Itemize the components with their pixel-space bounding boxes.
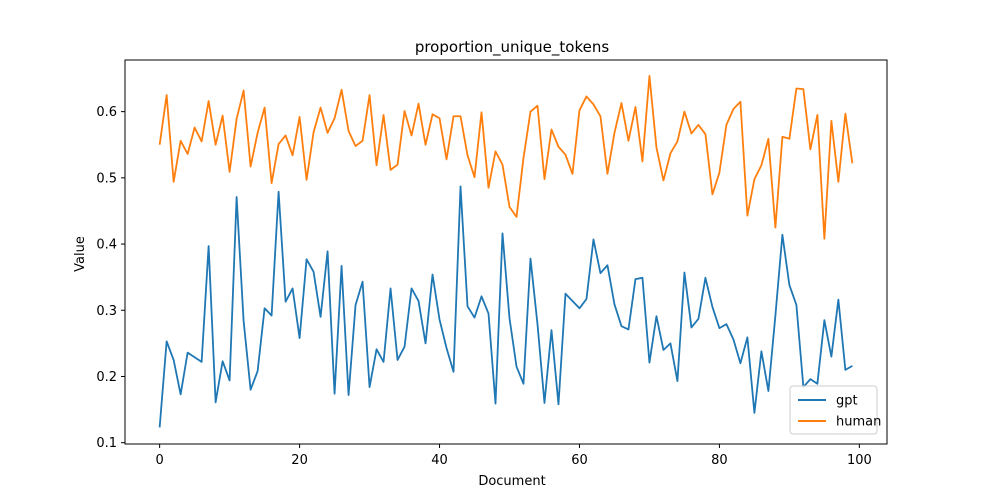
y-tick-label: 0.1 — [96, 436, 117, 451]
x-tick-label: 20 — [291, 453, 308, 468]
series-line-human — [158, 74, 854, 240]
chart-title: proportion_unique_tokens — [415, 38, 610, 57]
x-tick-label: 80 — [711, 453, 728, 468]
series-line-gpt — [158, 185, 853, 428]
y-tick-label: 0.3 — [96, 304, 117, 319]
y-tick-label: 0.4 — [96, 238, 117, 253]
x-axis-label: Document — [478, 474, 545, 489]
x-tick-label: 40 — [431, 453, 448, 468]
y-axis: 0.1 0.2 0.3 0.4 0.5 0.6 — [96, 105, 125, 451]
y-tick-label: 0.5 — [96, 171, 117, 186]
plot-series-group — [158, 74, 854, 428]
y-tick-label: 0.2 — [96, 370, 117, 385]
x-tick-label: 60 — [571, 453, 588, 468]
x-tick-label: 100 — [847, 453, 872, 468]
y-axis-label: Value — [73, 236, 88, 272]
y-tick-label: 0.6 — [96, 105, 117, 120]
legend-label-gpt: gpt — [836, 394, 858, 409]
legend: gpt human — [789, 385, 881, 435]
x-axis: 0 20 40 60 80 100 — [155, 444, 872, 468]
legend-label-human: human — [836, 415, 881, 430]
x-tick-label: 0 — [155, 453, 163, 468]
plot-frame — [124, 59, 888, 445]
